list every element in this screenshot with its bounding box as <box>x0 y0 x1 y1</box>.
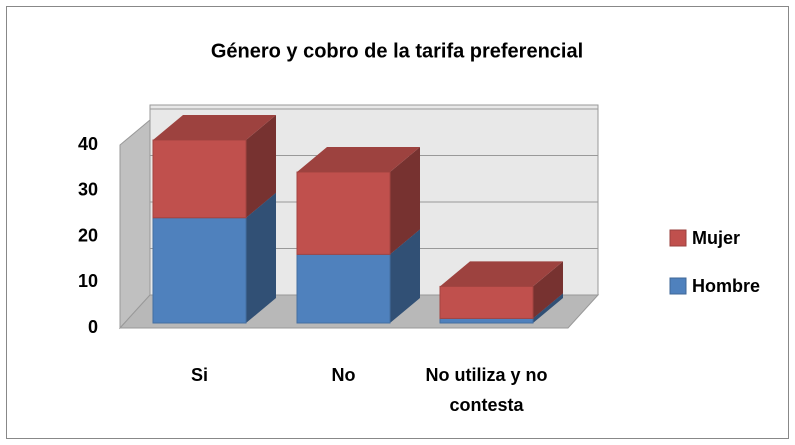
y-tick-label: 20 <box>78 225 98 245</box>
bar-top <box>153 115 276 140</box>
legend-label: Mujer <box>692 228 740 248</box>
bar <box>296 253 391 324</box>
x-tick-label: No <box>331 365 356 385</box>
x-tick-label: No utiliza y no contesta <box>425 365 548 415</box>
legend-swatch <box>669 229 687 247</box>
x-tick-label: Si <box>190 365 208 385</box>
legend-label: Hombre <box>692 276 760 296</box>
bar-top <box>297 147 420 173</box>
y-tick-label: 10 <box>78 271 98 291</box>
y-tick-label: 0 <box>88 317 98 337</box>
bar-top <box>440 261 563 287</box>
bar <box>439 317 534 324</box>
bar-side <box>533 293 563 323</box>
y-tick-label: 40 <box>78 134 98 154</box>
bar <box>296 171 391 255</box>
legend-swatch <box>669 277 687 295</box>
y-tick-label: 30 <box>78 180 98 200</box>
bar <box>439 285 534 319</box>
bar-side <box>390 229 420 323</box>
bar-side <box>390 147 420 255</box>
chart-title: Género y cobro de la tarifa preferencial <box>211 40 583 62</box>
left-wall <box>119 118 151 330</box>
bar-side <box>246 115 276 218</box>
bar-side <box>246 192 276 323</box>
bar <box>152 139 247 219</box>
bar-side <box>533 261 563 319</box>
bar <box>152 217 247 324</box>
